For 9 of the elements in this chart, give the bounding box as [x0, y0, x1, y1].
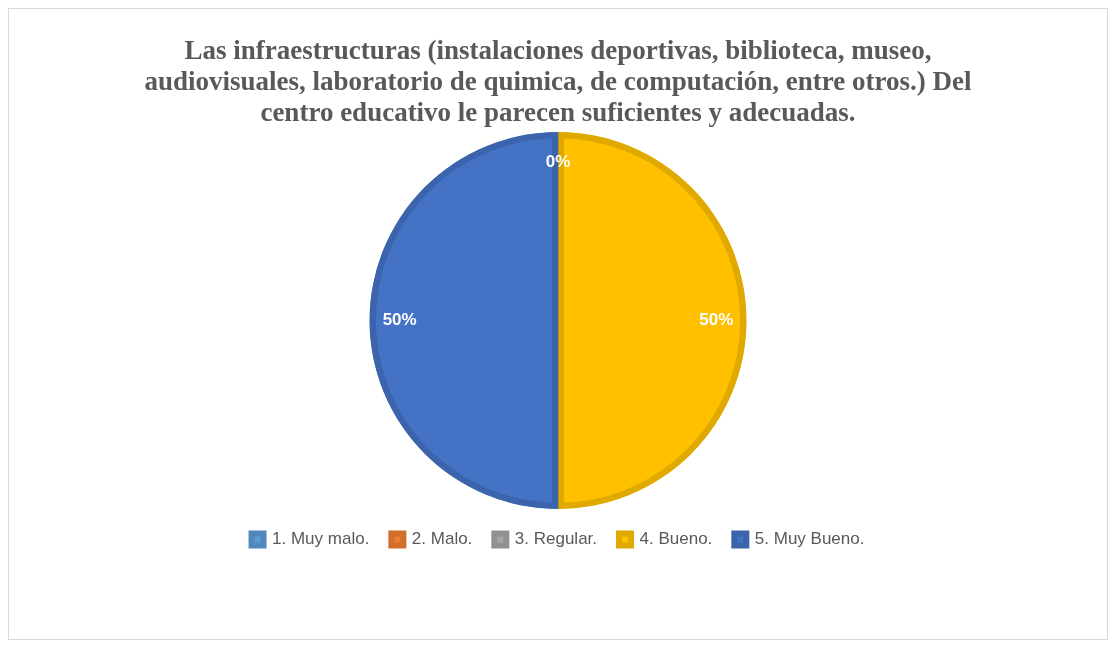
chart-title: Las infraestructuras (instalaciones deportivas, biblioteca, museo, audiovisuales, laboratorio de quimica, de computación, entre otros.) Del centro educativo le parecen suficientes y adecuadas. — [143, 35, 973, 128]
text: 0% — [545, 151, 571, 171]
legend-label: 4. Bueno. — [639, 529, 713, 549]
data-label: 50% — [382, 310, 417, 330]
legend-label: 2. Malo. — [411, 529, 473, 549]
legend-label: 3. Regular. — [514, 529, 598, 549]
legend-label: 5. Muy Bueno. — [754, 529, 865, 549]
legend-label: 1. Muy malo. — [272, 529, 370, 549]
data-label: 50% — [699, 310, 734, 330]
